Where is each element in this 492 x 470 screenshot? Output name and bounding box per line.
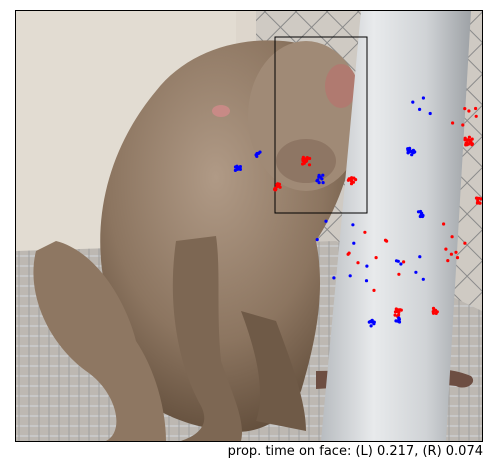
gaze-point [474, 106, 478, 111]
gaze-point [236, 167, 240, 171]
gaze-point [393, 313, 397, 317]
gaze-point [369, 324, 373, 328]
gaze-point [463, 107, 467, 111]
gaze-point [467, 135, 471, 139]
gaze-point [474, 196, 479, 200]
gaze-point [399, 262, 403, 266]
gaze-point [461, 123, 465, 127]
gaze-point [301, 155, 305, 159]
gaze-point [454, 250, 458, 254]
gaze-point [442, 222, 446, 226]
gaze-point [258, 150, 262, 154]
gaze-point [302, 161, 306, 165]
gaze-point [315, 238, 319, 242]
gaze-point [367, 320, 371, 324]
gaze-point [451, 121, 455, 125]
left-eye-gaze-points [273, 106, 482, 318]
gaze-point [411, 100, 415, 104]
gaze-point [467, 109, 471, 113]
gaze-point [444, 247, 448, 251]
gaze-point [321, 173, 325, 177]
gaze-point [363, 230, 367, 234]
gaze-point [349, 182, 354, 186]
gaze-point [372, 288, 376, 292]
gaze-point [476, 199, 480, 203]
gaze-point [301, 159, 305, 163]
face-roi-box [274, 36, 368, 214]
gaze-point [431, 310, 435, 314]
gaze-point [421, 277, 425, 281]
gaze-figure [15, 10, 483, 442]
gaze-point [356, 261, 360, 265]
gaze-point [394, 319, 398, 323]
gaze-point [449, 252, 453, 256]
gaze-point [414, 270, 418, 274]
gaze-point [365, 264, 369, 268]
gaze-point [274, 187, 278, 191]
gaze-point [324, 219, 328, 223]
gaze-point [470, 137, 474, 141]
gaze-point [419, 214, 423, 218]
gaze-point [304, 159, 309, 163]
gaze-point [463, 241, 467, 245]
gaze-point [346, 252, 350, 256]
gaze-point [397, 316, 401, 320]
right-eye-gaze-points [233, 96, 432, 328]
gaze-point [418, 107, 422, 111]
gaze-point [351, 223, 355, 227]
gaze-point [321, 181, 325, 185]
gaze-point [402, 260, 406, 264]
gaze-point [320, 177, 324, 181]
gaze-point [332, 276, 336, 280]
gaze-point [428, 111, 432, 116]
gaze-point [316, 178, 320, 182]
gaze-point [352, 241, 356, 245]
macaque [33, 40, 474, 441]
scene-image [16, 11, 482, 441]
gaze-point [255, 151, 259, 156]
gaze-point [317, 175, 321, 179]
gaze-point [238, 165, 242, 169]
gaze-point [418, 255, 422, 259]
gaze-point [455, 256, 460, 260]
gaze-point [317, 181, 321, 185]
gaze-point [406, 148, 410, 152]
gaze-point [307, 163, 312, 167]
gaze-point [397, 320, 402, 324]
gaze-point [477, 196, 481, 200]
gaze-point [463, 136, 467, 140]
gaze-point [396, 259, 400, 263]
gaze-point [469, 141, 473, 145]
gaze-point [396, 308, 400, 312]
gaze-point [348, 177, 352, 181]
gaze-point [278, 185, 282, 189]
gaze-point [434, 311, 438, 315]
gaze-point [255, 154, 259, 158]
white-pipe [321, 11, 471, 441]
gaze-point [238, 167, 242, 171]
gaze-point [397, 310, 401, 314]
gaze-point [421, 96, 425, 100]
gaze-point [446, 259, 450, 263]
gaze-point [348, 274, 352, 278]
gaze-point [364, 279, 369, 283]
gaze-point [374, 256, 378, 260]
gaze-point [450, 235, 454, 239]
gaze-point [474, 114, 478, 118]
gaze-point [235, 164, 239, 168]
gaze-point [464, 141, 468, 145]
gaze-point [419, 209, 423, 214]
gaze-point [385, 239, 389, 243]
gaze-point [308, 156, 312, 161]
gaze-point [413, 150, 417, 154]
gaze-point [352, 176, 356, 180]
gaze-point [406, 151, 410, 155]
gaze-point [397, 272, 401, 276]
gaze-point [434, 308, 438, 312]
face-time-caption: prop. time on face: (L) 0.217, (R) 0.074 [227, 444, 483, 459]
gaze-point [370, 320, 374, 324]
gaze-point [409, 149, 414, 154]
